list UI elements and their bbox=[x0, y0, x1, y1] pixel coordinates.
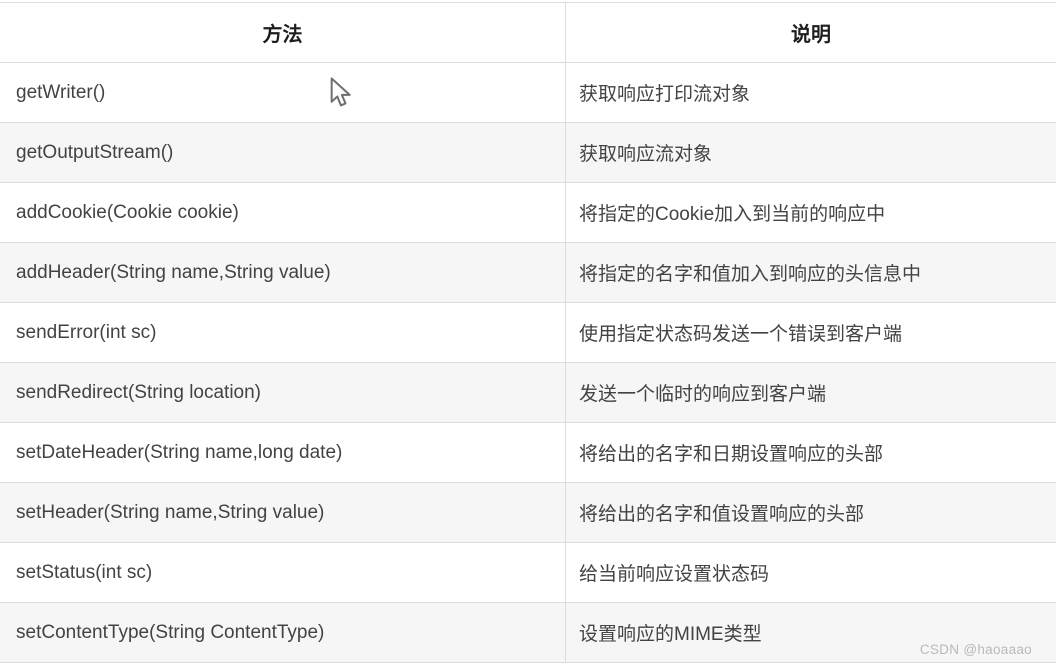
table-row: sendRedirect(String location) 发送一个临时的响应到客… bbox=[0, 363, 1056, 423]
csdn-watermark: CSDN @haoaaao bbox=[919, 642, 1032, 657]
description-cell: 发送一个临时的响应到客户端 bbox=[579, 384, 827, 405]
method-cell: addHeader(String name,String value) bbox=[0, 243, 566, 302]
method-cell: setDateHeader(String name,long date) bbox=[0, 423, 566, 482]
method-column-header: 方法 bbox=[0, 3, 566, 62]
table-row: setHeader(String name,String value) 将给出的名… bbox=[0, 483, 1056, 543]
table-row: getWriter() 获取响应打印流对象 bbox=[0, 63, 1056, 123]
description-cell: 使用指定状态码发送一个错误到客户端 bbox=[579, 324, 903, 345]
table-body: getWriter() 获取响应打印流对象 getOutputStream() 获取响… bbox=[0, 63, 1056, 663]
table-row: addHeader(String name,String value) 将指定的名… bbox=[0, 243, 1056, 303]
method-cell: setStatus(int sc) bbox=[0, 543, 566, 602]
method-cell: sendError(int sc) bbox=[0, 303, 566, 362]
table-row: setDateHeader(String name,long date) 将给出的… bbox=[0, 423, 1056, 483]
method-cell: addCookie(Cookie cookie) bbox=[0, 183, 566, 242]
method-cell: setHeader(String name,String value) bbox=[0, 483, 566, 542]
table-row: setContentType(String ContentType) 设置响应的M… bbox=[0, 603, 1056, 663]
description-cell: 将指定的名字和值加入到响应的头信息中 bbox=[579, 264, 922, 285]
method-cell: getOutputStream() bbox=[0, 123, 566, 182]
description-cell: 获取响应打印流对象 bbox=[579, 84, 751, 105]
table-row: sendError(int sc) 使用指定状态码发送一个错误到客户端 bbox=[0, 303, 1056, 363]
table-header-row: 方法 说明 bbox=[0, 3, 1056, 63]
description-cell: 将给出的名字和日期设置响应的头部 bbox=[579, 444, 884, 465]
description-cell: 设置响应的MIME类型 bbox=[579, 624, 762, 645]
description-cell: 获取响应流对象 bbox=[579, 144, 713, 165]
table-row: setStatus(int sc) 给当前响应设置状态码 bbox=[0, 543, 1056, 603]
description-cell: 给当前响应设置状态码 bbox=[579, 564, 770, 585]
description-column-header: 说明 bbox=[791, 24, 831, 46]
description-cell: 将给出的名字和值设置响应的头部 bbox=[579, 504, 865, 525]
method-cell: sendRedirect(String location) bbox=[0, 363, 566, 422]
method-cell: getWriter() bbox=[0, 63, 566, 122]
table-row: addCookie(Cookie cookie) 将指定的Cookie加入到当前的… bbox=[0, 183, 1056, 243]
table-row: getOutputStream() 获取响应流对象 bbox=[0, 123, 1056, 183]
method-cell: setContentType(String ContentType) bbox=[0, 603, 566, 662]
description-cell: 将指定的Cookie加入到当前的响应中 bbox=[579, 204, 886, 225]
